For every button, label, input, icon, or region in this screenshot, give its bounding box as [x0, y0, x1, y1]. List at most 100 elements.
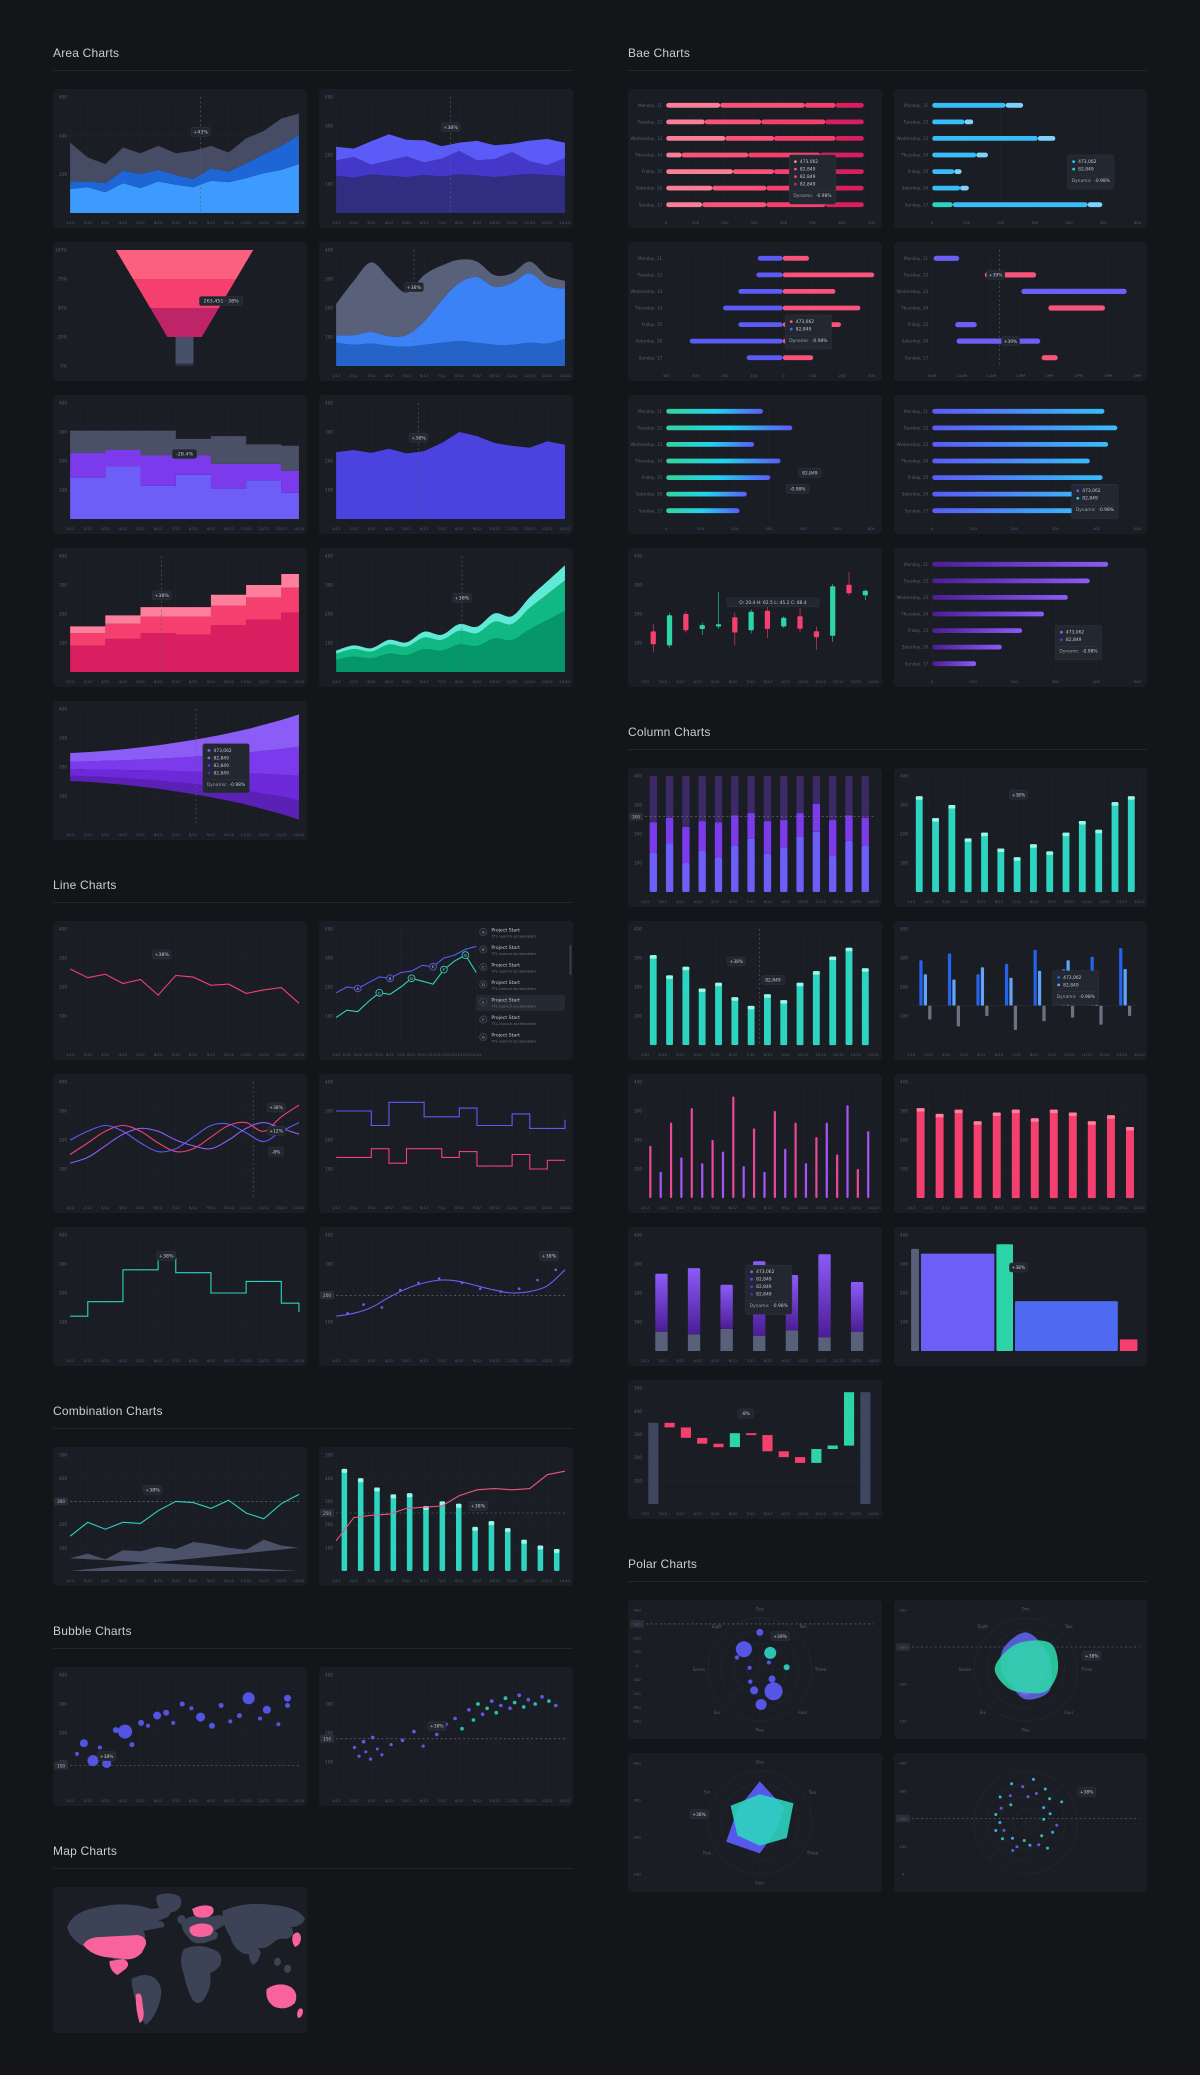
svg-text:473,062: 473,062 [1065, 630, 1083, 636]
chart-panel-a7[interactable]: 400 300 200 100 1/12 2/12 3/12 4/12 5/12 6/12 7/12… [53, 548, 307, 687]
svg-text:Tuesday, 12: Tuesday, 12 [637, 426, 663, 431]
svg-text:4/12: 4/12 [119, 1052, 128, 1057]
svg-text:300: 300 [634, 583, 642, 588]
svg-text:12/12: 12/12 [524, 1798, 536, 1803]
chart-panel-l5[interactable]: 400 300 200 100 1/12 2/12 3/12 4/12 5/12 6/12 7/12… [53, 1227, 307, 1366]
chart-panel-r1[interactable]: 0 100 200 300 400 500 600 700 Monday, 11 Tuesday,… [628, 89, 882, 228]
svg-text:3PM: 3PM [1104, 373, 1112, 378]
chart-panel-k8[interactable]: 400 300 200 100 +38% [893, 1227, 1147, 1366]
svg-text:Tuesday, 12: Tuesday, 12 [902, 579, 928, 584]
chart-panel-a8[interactable]: 400 300 200 100 1/12 2/12 3/12 4/12 5/12 6/12 7/12… [319, 548, 573, 687]
svg-text:6/12: 6/12 [154, 526, 163, 531]
svg-text:8/12: 8/12 [1029, 899, 1038, 904]
chart-panel-a3[interactable]: 100% 75% 50% 25% 0% 263,451 · 38% [53, 242, 307, 381]
chart-panel-l1[interactable]: 400 300 200 100 1/12 2/12 3/12 4/12 5/12 6/12 7/12… [53, 921, 307, 1060]
svg-text:11/12: 11/12 [507, 1798, 519, 1803]
svg-text:100%: 100% [55, 248, 67, 253]
svg-text:3/12: 3/12 [367, 526, 376, 531]
chart-panel-k1[interactable]: 400 300 200 100 1/12 2/12 3/12 4/12 5/12 6/12 7/12… [628, 768, 882, 907]
svg-text:3/12: 3/12 [941, 899, 950, 904]
svg-text:10/12: 10/12 [223, 526, 235, 531]
chart-panel-b2[interactable]: 400 300 200 100 1/12 2/12 3/12 4/12 5/12 6/12 7/12… [319, 1667, 573, 1806]
chart-panel-k4[interactable]: 400 300 200 100 1/12 2/12 3/12 4/12 5/12 6/12 7/12… [893, 921, 1147, 1060]
svg-text:Friday, 15: Friday, 15 [907, 628, 928, 633]
section-bar-charts: Bae Charts 0 100 200 300 400 500 600 700 Monday,… [628, 46, 1147, 687]
svg-text:Two: Two [1064, 1624, 1073, 1629]
svg-text:C: C [482, 965, 485, 970]
svg-text:50%: 50% [58, 306, 67, 311]
chart-panel-b1[interactable]: 400 300 200 100 1/12 2/12 3/12 4/12 5/12 6/12 7/12… [53, 1667, 307, 1806]
chart-svg-l3: 400 300 200 100 1/12 2/12 3/12 4/12 5/12 6/12 7/12… [59, 1080, 305, 1210]
svg-text:6/12: 6/12 [154, 1578, 163, 1583]
svg-text:4/12: 4/12 [119, 1578, 128, 1583]
svg-text:400: 400 [899, 1761, 907, 1766]
svg-text:-8%: -8% [272, 1149, 281, 1155]
svg-text:C: C [378, 990, 381, 995]
chart-panel-a6[interactable]: 400 300 200 100 1/12 2/12 3/12 4/12 5/12 6/12 7/12… [319, 395, 573, 534]
svg-text:9/12: 9/12 [473, 1578, 482, 1583]
chart-panel-p2[interactable]: One Two Three Four Five Six Seven Eight 400 300 20… [893, 1600, 1147, 1739]
svg-text:10/12: 10/12 [489, 679, 501, 684]
chart-panel-l2[interactable]: 400 300 200 100 1/12 2/12 3/12 4/12 5/12 6/12 7/12… [319, 921, 573, 1060]
chart-panel-k7[interactable]: 400 300 200 100 1/12 2/12 3/12 4/12 5/12 6/12 7/12… [628, 1227, 882, 1366]
svg-text:75%: 75% [58, 277, 67, 282]
svg-text:100: 100 [325, 488, 333, 493]
svg-text:4/12: 4/12 [694, 679, 703, 684]
chart-panel-c2[interactable]: 500 400 300 200 100 1/12 2/12 3/12 4/12 5/12 6/12 7… [319, 1447, 573, 1586]
chart-panel-m1[interactable] [53, 1887, 307, 2033]
chart-panel-k3[interactable]: 400 300 200 100 1/12 2/12 3/12 4/12 5/12 6/12 7/12… [628, 921, 882, 1060]
chart-panel-k9[interactable]: 500 400 300 200 100 1/12 2/12 3/12 4/12 5/12 6/12 7… [628, 1380, 882, 1519]
svg-text:200: 200 [839, 373, 847, 378]
chart-panel-r3[interactable]: 400 300 200 100 0 100 200 300 Monday, 11 Tuesday,… [628, 242, 882, 381]
chart-panel-r5[interactable]: 0 100 200 300 400 500 600 Monday, 11 Tuesday, 12… [628, 395, 882, 534]
svg-text:10/12: 10/12 [489, 373, 501, 378]
svg-text:Monday, 11: Monday, 11 [904, 256, 929, 261]
chart-panel-r7[interactable]: 400 300 200 100 1/12 2/12 3/12 4/12 5/12 6/12 7/12… [628, 548, 882, 687]
svg-text:10/12: 10/12 [223, 832, 235, 837]
chart-panel-l3[interactable]: 400 300 200 100 1/12 2/12 3/12 4/12 5/12 6/12 7/12… [53, 1074, 307, 1213]
chart-panel-a2[interactable]: 400 300 200 100 1/12 2/12 3/12 4/12 5/12 6/12 7/12… [319, 89, 573, 228]
chart-panel-a1[interactable]: 600 400 200 1/12 2/12 3/12 4/12 5/12 6/12 7/12 8/1… [53, 89, 307, 228]
chart-panel-p4[interactable]: 400 300 200 100 0 +38% [893, 1753, 1147, 1892]
chart-panel-k6[interactable]: 400 300 200 100 1/12 2/12 3/12 4/12 5/12 6/12 7/12… [893, 1074, 1147, 1213]
chart-panel-r2[interactable]: 0 100 200 300 400 500 600 Monday, 11 Tuesday, 12… [893, 89, 1147, 228]
svg-text:100: 100 [59, 1545, 67, 1550]
svg-text:Monday, 11: Monday, 11 [638, 256, 663, 261]
chart-panel-p3[interactable]: One Two Three Four Five Six 400 300 200 100 +38% [628, 1753, 882, 1892]
svg-text:+38%: +38% [443, 125, 458, 131]
svg-text:-0.98%: -0.98% [230, 782, 246, 788]
svg-text:9/12: 9/12 [207, 1578, 216, 1583]
chart-svg-k9: 500 400 300 200 100 1/12 2/12 3/12 4/12 5/12 6/12 7… [634, 1386, 879, 1516]
svg-text:9/12: 9/12 [1047, 1052, 1056, 1057]
svg-text:9/12: 9/12 [781, 1511, 790, 1516]
svg-text:150: 150 [323, 1737, 331, 1742]
svg-text:4/12: 4/12 [694, 899, 703, 904]
svg-text:5/12: 5/12 [402, 1205, 411, 1210]
svg-text:14/12: 14/12 [293, 1205, 305, 1210]
chart-panel-l6[interactable]: 400 300 200 100 1/12 2/12 3/12 4/12 5/12 6/12 7/12… [319, 1227, 573, 1366]
svg-text:Sunday, 17: Sunday, 17 [639, 355, 663, 360]
svg-text:0: 0 [636, 1663, 639, 1668]
chart-panel-k2[interactable]: 400 300 200 100 1/12 2/12 3/12 4/12 5/12 6/12 7/12… [893, 768, 1147, 907]
chart-panel-r8[interactable]: 0 100 200 300 400 500 Monday, 11 Tuesday, 12 Wed… [893, 548, 1147, 687]
chart-panel-a4[interactable]: 400 300 200 100 1/12 2/12 3/12 4/12 5/12 6/12 7/12… [319, 242, 573, 381]
chart-panel-r4[interactable]: 9AM 10AM 11AM 12PM 1PM 2PM 3PM 4PM Monday, 11 Tue… [893, 242, 1147, 381]
chart-panel-a5[interactable]: 400 300 200 100 1/12 2/12 3/12 4/12 5/12 6/12 7/12… [53, 395, 307, 534]
svg-text:10/12: 10/12 [428, 1052, 440, 1057]
svg-text:E: E [482, 1000, 485, 1005]
svg-text:400: 400 [1065, 220, 1073, 225]
svg-text:Six: Six [979, 1710, 986, 1715]
svg-text:5/12: 5/12 [136, 832, 145, 837]
chart-panel-c1[interactable]: 500 400 300 200 100 1/12 2/12 3/12 4/12 5/12 6/12 7… [53, 1447, 307, 1586]
svg-text:+38%: +38% [471, 1504, 486, 1510]
chart-panel-p1[interactable]: One Two Three Four Five Six Seven Eight 400 300 20… [628, 1600, 882, 1739]
svg-text:6/12: 6/12 [154, 1358, 163, 1363]
svg-text:2PM: 2PM [1074, 373, 1082, 378]
chart-panel-r6[interactable]: 0 100 200 300 400 500 Monday, 11 Tuesday, 12 Wed… [893, 395, 1147, 534]
chart-panel-a9[interactable]: 400 300 200 100 1/12 2/12 3/12 4/12 5/12 6/12 7/12… [53, 701, 307, 840]
svg-text:6/12: 6/12 [154, 1052, 163, 1057]
chart-panel-l4[interactable]: 400 300 200 100 1/12 2/12 3/12 4/12 5/12 6/12 7/12… [319, 1074, 573, 1213]
svg-text:12/12: 12/12 [833, 899, 845, 904]
chart-panel-k5[interactable]: 400 300 200 100 1/12 2/12 3/12 4/12 5/12 6/12 7/12… [628, 1074, 882, 1213]
svg-text:8/12: 8/12 [764, 679, 773, 684]
